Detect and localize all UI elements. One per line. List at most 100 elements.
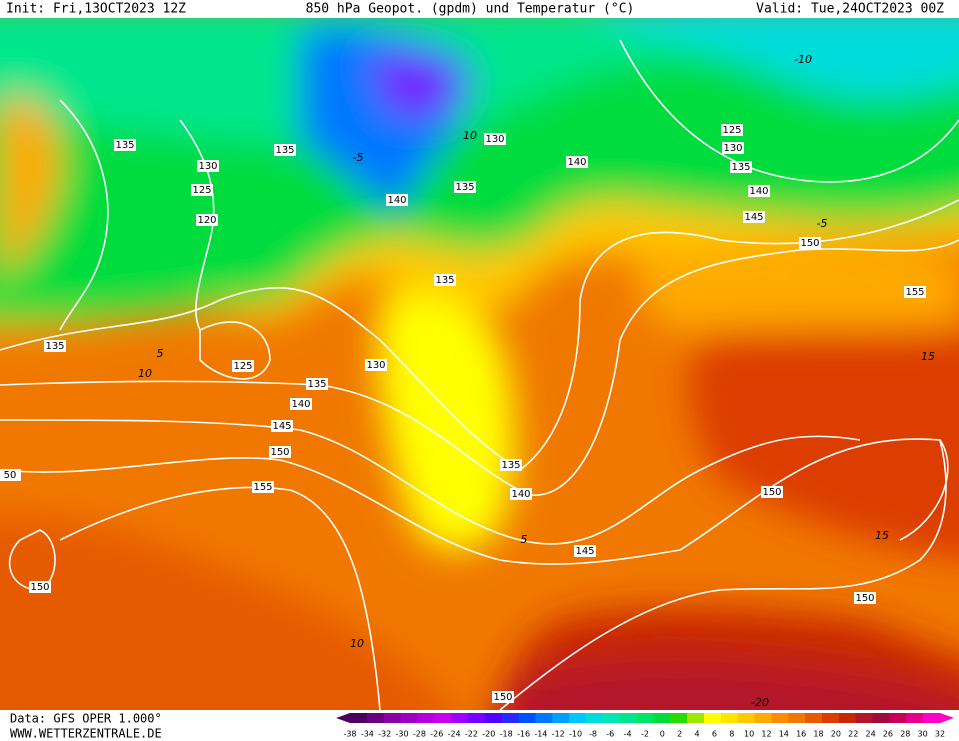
geopotential-label: 145 bbox=[272, 421, 291, 432]
label-box bbox=[721, 124, 743, 136]
init-time: Init: Fri,13OCT2023 12Z bbox=[6, 2, 186, 17]
label-box bbox=[434, 274, 456, 286]
label-box bbox=[492, 691, 514, 703]
geopotential-label: 150 bbox=[855, 593, 874, 604]
temperature-label: -5 bbox=[817, 217, 828, 230]
data-source: Data: GFS OPER 1.000° bbox=[10, 712, 162, 726]
geopotential-label: 145 bbox=[744, 212, 763, 223]
label-box bbox=[232, 360, 254, 372]
colorbar-label: 16 bbox=[796, 730, 806, 739]
colorbar-swatch bbox=[602, 713, 621, 723]
geopotential-label: 135 bbox=[45, 341, 64, 352]
geopotential-label: 125 bbox=[722, 125, 741, 136]
label-box bbox=[566, 156, 588, 168]
colorbar-label: 0 bbox=[660, 730, 665, 739]
colorbar-swatch bbox=[872, 713, 890, 723]
colorbar-label: -26 bbox=[430, 730, 443, 739]
temperature-label: -20 bbox=[751, 696, 769, 709]
colorbar-label: -32 bbox=[378, 730, 391, 739]
label-box bbox=[0, 469, 21, 481]
geopotential-label: 140 bbox=[291, 399, 310, 410]
label-box bbox=[730, 161, 752, 173]
temperature-label: 10 bbox=[350, 637, 364, 650]
colorbar-label: -22 bbox=[465, 730, 478, 739]
label-box bbox=[197, 160, 219, 172]
temperature-label: 5 bbox=[521, 533, 528, 546]
colorbar-label: -4 bbox=[624, 730, 632, 739]
colorbar-swatch bbox=[400, 713, 418, 723]
colorbar-label: 28 bbox=[900, 730, 910, 739]
label-box bbox=[454, 181, 476, 193]
colorbar: -38 -34 -32 -30 -28 -26 -24 -22 -20 -18 -16 -14 -12-… bbox=[336, 713, 954, 739]
colorbar-label: -6 bbox=[606, 730, 614, 739]
label-box bbox=[748, 185, 770, 197]
label-box bbox=[365, 359, 387, 371]
colorbar-swatch bbox=[737, 713, 756, 723]
colorbar-swatch bbox=[586, 713, 604, 723]
colorbar-label: -14 bbox=[534, 730, 547, 739]
temperature-label: 10 bbox=[463, 129, 477, 142]
temperature-label: 15 bbox=[875, 529, 889, 542]
label-box bbox=[269, 446, 291, 458]
colorbar-swatch bbox=[350, 713, 368, 723]
colorbar-label: 20 bbox=[831, 730, 841, 739]
colorbar-label: -34 bbox=[361, 730, 374, 739]
colorbar-swatch bbox=[383, 713, 402, 723]
colorbar-label: -10 bbox=[569, 730, 582, 739]
label-box bbox=[500, 459, 522, 471]
colorbar-swatch bbox=[434, 713, 452, 723]
label-box bbox=[196, 214, 218, 226]
colorbar-label: 14 bbox=[779, 730, 789, 739]
colorbar-swatch bbox=[518, 713, 536, 723]
colorbar-label: -18 bbox=[500, 730, 513, 739]
label-box bbox=[574, 545, 596, 557]
colorbar-swatch bbox=[552, 713, 570, 723]
colorbar-label: 18 bbox=[813, 730, 823, 739]
geopotential-label: 150 bbox=[30, 582, 49, 593]
valid-time: Valid: Tue,24OCT2023 00Z bbox=[756, 2, 944, 17]
geopotential-label: 50 bbox=[4, 470, 17, 481]
temperature-label: -10 bbox=[794, 53, 812, 66]
geopotential-label: 135 bbox=[731, 162, 750, 173]
colorbar-label: -20 bbox=[482, 730, 495, 739]
geopotential-label: 150 bbox=[270, 447, 289, 458]
geopotential-label: 130 bbox=[366, 360, 385, 371]
colorbar-swatch bbox=[636, 713, 654, 723]
label-box bbox=[29, 581, 51, 593]
colorbar-swatch bbox=[501, 713, 520, 723]
label-box bbox=[743, 211, 765, 223]
label-box bbox=[271, 420, 293, 432]
label-box bbox=[761, 486, 783, 498]
colorbar-swatch bbox=[754, 713, 772, 723]
colorbar-swatch bbox=[788, 713, 806, 723]
label-box bbox=[44, 340, 66, 352]
colorbar-swatch bbox=[653, 713, 671, 723]
geopotential-label: 135 bbox=[501, 460, 520, 471]
label-box bbox=[252, 481, 274, 493]
colorbar-swatch bbox=[687, 713, 705, 723]
colorbar-arrow-left bbox=[336, 713, 350, 723]
colorbar-swatch bbox=[720, 713, 739, 723]
colorbar-swatch bbox=[484, 713, 503, 723]
colorbar-label: -2 bbox=[641, 730, 649, 739]
colorbar-label: 24 bbox=[865, 730, 875, 739]
geopotential-label: 150 bbox=[800, 238, 819, 249]
geopotential-label: 155 bbox=[905, 287, 924, 298]
colorbar-label: 8 bbox=[729, 730, 734, 739]
geopotential-label: 135 bbox=[307, 379, 326, 390]
colorbar-swatch bbox=[468, 713, 486, 723]
temperature-label: 10 bbox=[138, 367, 152, 380]
geopotential-label: 150 bbox=[762, 487, 781, 498]
geopotential-label: 130 bbox=[723, 143, 742, 154]
colorbar-swatch bbox=[855, 713, 874, 723]
geopotential-label: 155 bbox=[253, 482, 272, 493]
label-box bbox=[114, 139, 136, 151]
label-box bbox=[386, 194, 408, 206]
website: WWW.WETTERZENTRALE.DE bbox=[10, 727, 162, 741]
colorbar-label: -16 bbox=[517, 730, 530, 739]
colorbar-label: 26 bbox=[883, 730, 893, 739]
geopotential-label: 140 bbox=[511, 489, 530, 500]
colorbar-label: -24 bbox=[448, 730, 461, 739]
colorbar-label: 10 bbox=[744, 730, 754, 739]
